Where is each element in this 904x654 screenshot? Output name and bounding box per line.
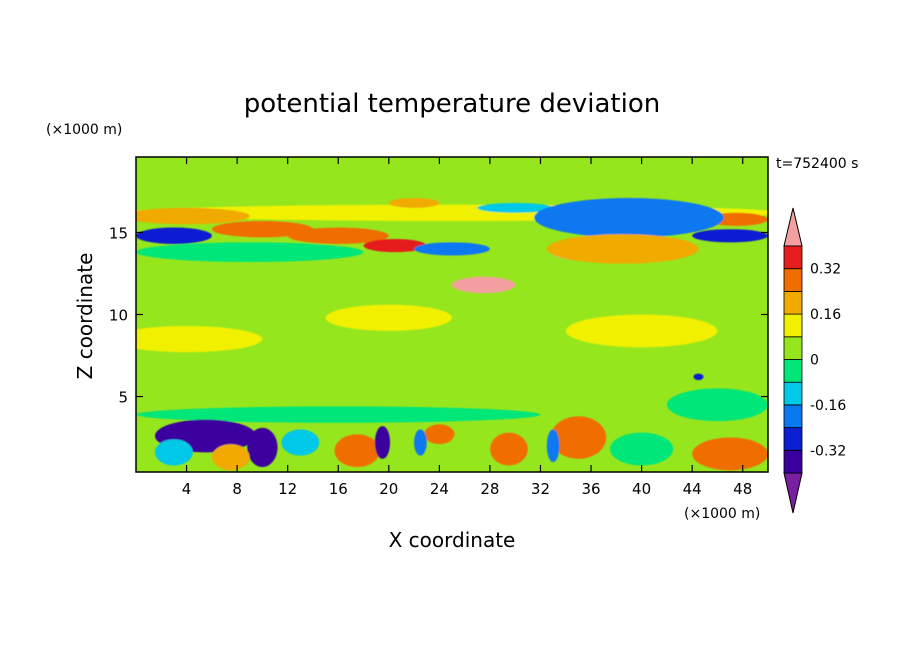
contour-region <box>550 416 607 459</box>
x-tick-label: 28 <box>480 480 499 498</box>
x-axis-label: X coordinate <box>389 528 516 552</box>
contour-region <box>136 242 364 262</box>
y-axis-label: Z coordinate <box>73 253 97 380</box>
colorbar-band <box>783 290 803 315</box>
contour-region <box>211 220 313 238</box>
contour-region <box>666 388 768 422</box>
contour-region <box>334 434 380 468</box>
contour-region <box>477 202 554 213</box>
colorbar-band <box>783 381 803 406</box>
y-tick-label: 5 <box>118 389 128 407</box>
colorbar-band <box>783 404 803 428</box>
contour-region <box>325 304 452 331</box>
time-label: t=752400 s <box>776 156 858 172</box>
contour-region <box>489 432 528 466</box>
colorbar-label: 0.16 <box>810 307 841 323</box>
colorbar: -0.32 -0.16 0 0.16 0.32 <box>783 207 846 514</box>
contour-region <box>388 198 440 208</box>
contour-region <box>374 426 391 459</box>
colorbar-label: 0 <box>810 353 819 369</box>
x-tick-label: 4 <box>182 480 192 498</box>
colorbar-band <box>783 245 803 270</box>
colorbar-band <box>783 449 803 474</box>
contour-region <box>414 429 427 456</box>
contour-region <box>610 432 674 466</box>
contour-region <box>363 239 427 253</box>
contour-region <box>281 429 320 456</box>
contour-region <box>565 314 718 348</box>
contour-region <box>546 429 560 463</box>
contour-region <box>452 276 516 294</box>
contour-region <box>136 406 541 423</box>
x-tick-label: 16 <box>329 480 348 498</box>
x-unit-label: (×1000 m) <box>684 506 760 522</box>
contour-region <box>136 207 250 225</box>
colorbar-band <box>783 268 803 292</box>
colorbar-band <box>783 313 803 338</box>
x-tick-label: 48 <box>733 480 752 498</box>
x-axis: 4 8 12 16 20 24 28 32 36 40 44 48 <box>182 157 752 498</box>
contour-field <box>136 157 768 472</box>
colorbar-label: -0.32 <box>810 443 846 459</box>
chart-title: potential temperature deviation <box>244 89 660 119</box>
contour-region <box>154 439 193 466</box>
colorbar-arrow-top <box>783 207 803 247</box>
contour-region <box>424 424 455 445</box>
y-unit-label: (×1000 m) <box>46 122 122 138</box>
y-tick-label: 10 <box>109 307 128 325</box>
x-tick-label: 8 <box>232 480 242 498</box>
x-tick-label: 40 <box>632 480 651 498</box>
contour-region <box>692 437 768 471</box>
contour-region <box>136 227 212 244</box>
contour-region <box>211 444 250 471</box>
contour-region <box>136 325 263 353</box>
contour-region <box>693 373 704 381</box>
contour-region <box>452 429 503 456</box>
colorbar-label: -0.16 <box>810 398 846 414</box>
colorbar-label: 0.32 <box>810 262 841 278</box>
contour-region <box>546 234 699 264</box>
colorbar-band <box>783 336 803 360</box>
x-tick-label: 20 <box>379 480 398 498</box>
colorbar-band <box>783 359 803 383</box>
colorbar-arrow-bottom <box>783 472 803 514</box>
contour-region <box>534 198 724 238</box>
y-axis: 5 10 15 <box>109 224 768 407</box>
y-tick-label: 15 <box>109 224 128 242</box>
x-tick-label: 32 <box>531 480 550 498</box>
colorbar-band <box>783 427 803 451</box>
contour-region <box>247 427 278 468</box>
x-tick-label: 44 <box>683 480 702 498</box>
contour-region <box>692 229 768 243</box>
contour-region <box>414 242 490 256</box>
x-tick-label: 12 <box>278 480 297 498</box>
x-tick-label: 24 <box>430 480 449 498</box>
x-tick-label: 36 <box>581 480 600 498</box>
contour-region <box>287 227 389 244</box>
